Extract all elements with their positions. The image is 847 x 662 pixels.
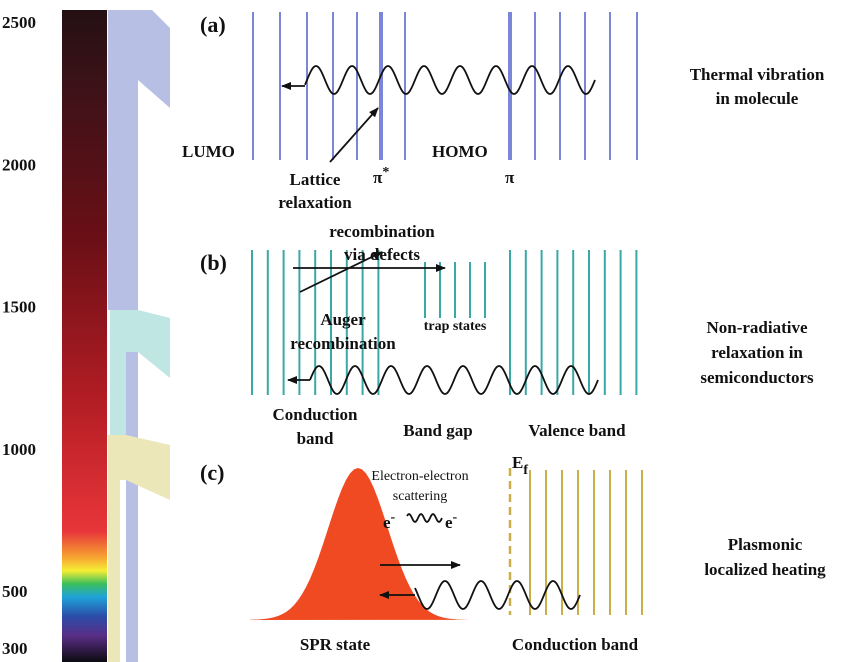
conduction-text: Conduction (272, 405, 358, 424)
pi-star-label: π* (373, 165, 389, 187)
scattering-text: Electron-electron (371, 469, 468, 484)
scale-label: 1500 (2, 298, 36, 317)
scale-label: 500 (2, 582, 28, 601)
caption: in molecule (716, 89, 799, 108)
spr-state: SPR state (300, 635, 371, 654)
band-lavender (126, 310, 138, 662)
sup: - (391, 510, 396, 525)
figure: (a) LUMO HOMO π* π Lattice relaxation Th… (0, 0, 847, 662)
band-teal (110, 310, 170, 435)
valence-band: Valence band (528, 421, 626, 440)
wave (310, 366, 598, 394)
wave (407, 514, 442, 522)
auger-text: recombination (290, 334, 396, 353)
caption: Thermal vibration (690, 65, 825, 84)
lumo-label: LUMO (182, 142, 235, 161)
labels: (a) LUMO HOMO π* π Lattice relaxation Th… (182, 12, 826, 654)
band-lavender (138, 10, 170, 108)
caption: Plasmonic (728, 535, 803, 554)
band-khaki (108, 435, 170, 662)
scale-label: 2000 (2, 155, 36, 174)
panel-label: (c) (200, 460, 224, 485)
scale-label: 1000 (2, 440, 36, 459)
defects-text: via defects (344, 245, 420, 264)
pi-label: π (505, 168, 515, 187)
wave (415, 581, 580, 609)
conduction-band: Conduction band (512, 635, 639, 654)
arrow (330, 108, 378, 162)
e: E (512, 453, 523, 472)
lattice-text: Lattice (290, 170, 341, 189)
caption: localized heating (704, 560, 826, 579)
panel-label: (b) (200, 250, 227, 275)
lattice-text: relaxation (278, 193, 352, 212)
electron: e- (445, 510, 458, 532)
homo-label: HOMO (432, 142, 488, 161)
caption: Non-radiative (706, 318, 808, 337)
scattering-text: scattering (393, 489, 447, 504)
scale-label: 2500 (2, 13, 36, 32)
ef-label: Ef (512, 453, 528, 478)
scale-label: 300 (2, 639, 28, 658)
caption: semiconductors (700, 368, 814, 387)
band-lavender (108, 10, 138, 310)
panel-label: (a) (200, 12, 226, 37)
spectrum-bar (62, 10, 107, 662)
caption: relaxation in (711, 343, 803, 362)
conduction-text: band (297, 429, 334, 448)
trap-states: trap states (424, 319, 487, 334)
sup: - (453, 510, 458, 525)
sub: f (523, 463, 528, 478)
defects-text: recombination (329, 222, 435, 241)
sup: * (382, 165, 389, 180)
auger-text: Auger (320, 310, 366, 329)
band-gap: Band gap (403, 421, 472, 440)
wave (305, 66, 595, 94)
electron: e- (383, 510, 396, 532)
